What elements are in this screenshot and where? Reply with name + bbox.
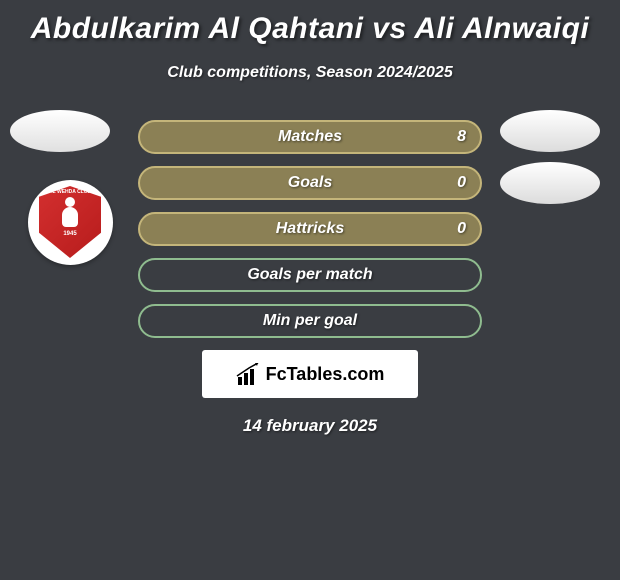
player-avatar-right: [500, 110, 600, 152]
stat-value-right: 0: [457, 220, 466, 238]
stat-label: Goals: [288, 174, 332, 192]
brand-banner: FcTables.com: [202, 350, 418, 398]
club-figure-icon: [59, 197, 81, 229]
stat-label: Matches: [278, 128, 342, 146]
club-badge-circle: AL WEHDA CLUB 1945: [28, 180, 113, 265]
stat-label: Hattricks: [276, 220, 344, 238]
stat-row-goals-per-match: Goals per match: [138, 258, 482, 292]
club-name: AL WEHDA CLUB: [49, 190, 91, 195]
stat-row-min-per-goal: Min per goal: [138, 304, 482, 338]
infographic-container: Abdulkarim Al Qahtani vs Ali Alnwaiqi Cl…: [0, 0, 620, 580]
date-text: 14 february 2025: [0, 416, 620, 436]
brand-text: FcTables.com: [266, 364, 385, 385]
stat-value-right: 0: [457, 174, 466, 192]
stat-row-goals: Goals 0: [138, 166, 482, 200]
stat-label: Goals per match: [247, 266, 372, 284]
stat-row-matches: Matches 8: [138, 120, 482, 154]
page-title: Abdulkarim Al Qahtani vs Ali Alnwaiqi: [0, 0, 620, 46]
stats-list: Matches 8 Goals 0 Hattricks 0 Goals per …: [138, 120, 482, 338]
stat-label: Min per goal: [263, 312, 357, 330]
club-badge-left: AL WEHDA CLUB 1945: [20, 172, 120, 272]
stat-row-hattricks: Hattricks 0: [138, 212, 482, 246]
player-avatar-left: [10, 110, 110, 152]
club-badge-right: [500, 162, 600, 204]
club-shield: AL WEHDA CLUB 1945: [39, 186, 101, 258]
chart-icon: [236, 363, 260, 385]
club-year: 1945: [63, 231, 76, 237]
content-area: AL WEHDA CLUB 1945 Matches 8 Goals 0 Hat…: [0, 120, 620, 436]
stat-value-right: 8: [457, 128, 466, 146]
subtitle: Club competitions, Season 2024/2025: [0, 64, 620, 82]
